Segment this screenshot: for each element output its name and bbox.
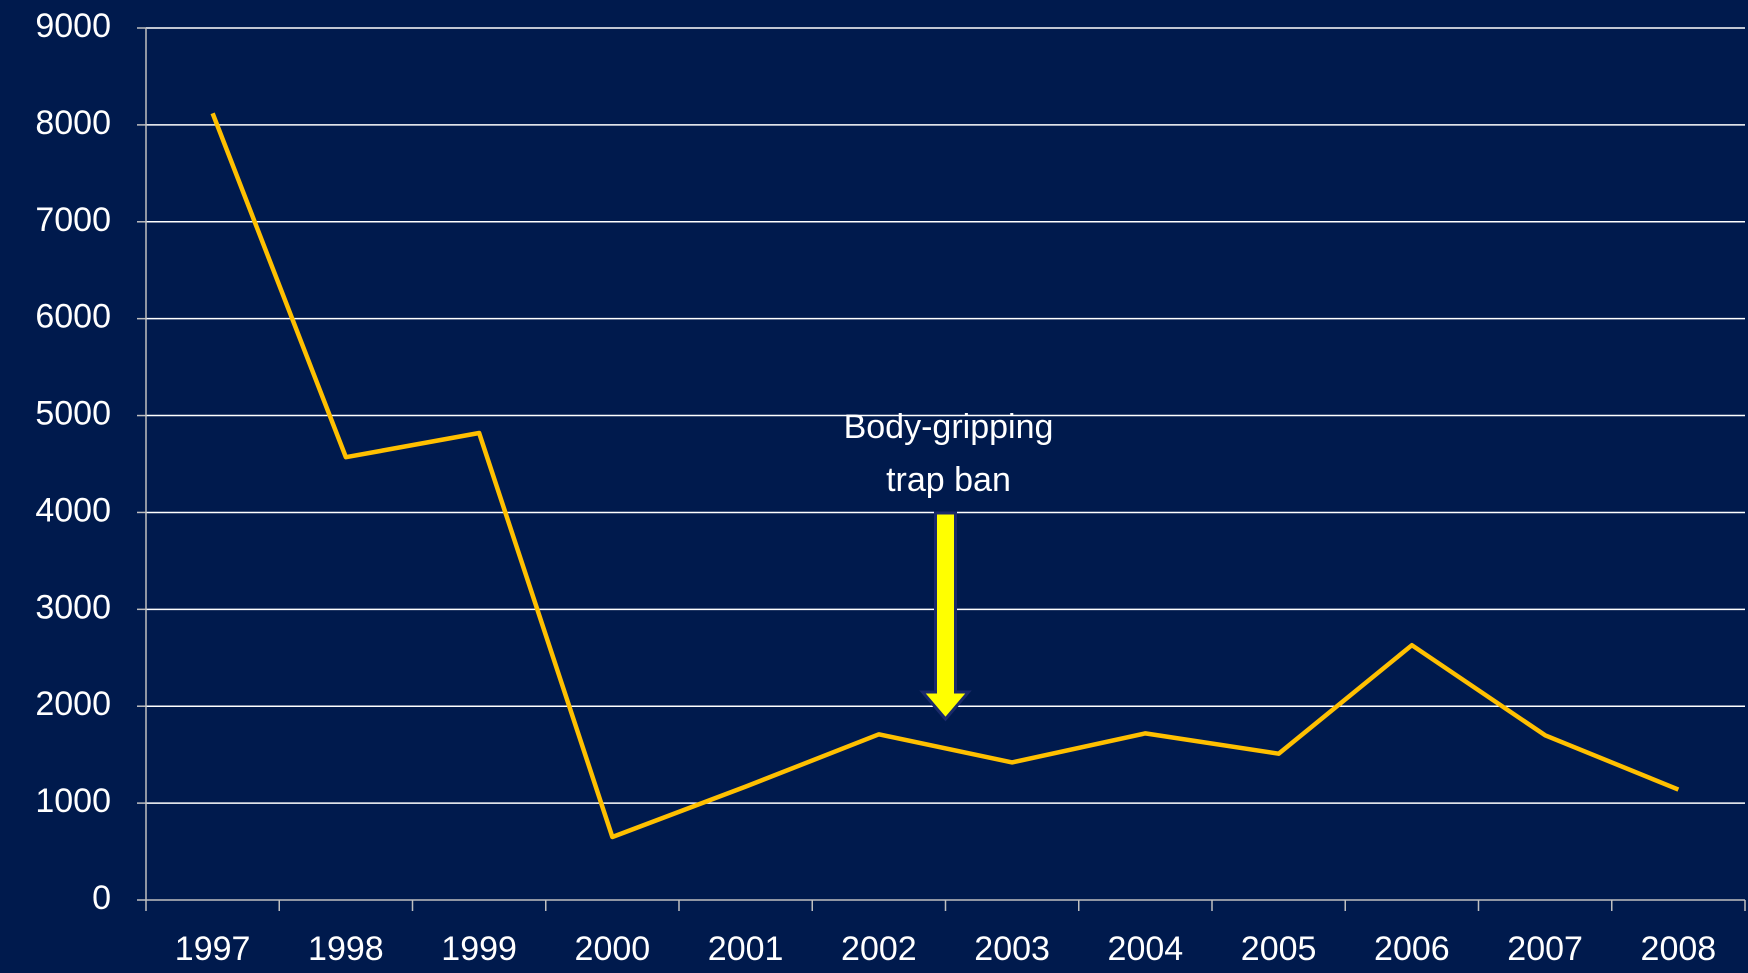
x-tick-label: 2008 bbox=[1641, 930, 1717, 968]
annotation-arrow bbox=[919, 511, 972, 722]
x-tick-label: 1998 bbox=[308, 930, 384, 968]
annotation-text: trap ban bbox=[886, 461, 1011, 499]
x-tick-label: 2003 bbox=[974, 930, 1050, 968]
x-tick-label: 1997 bbox=[175, 930, 251, 968]
x-tick-label: 2006 bbox=[1374, 930, 1450, 968]
y-tick-label: 4000 bbox=[35, 491, 111, 529]
data-line bbox=[210, 112, 1680, 840]
y-tick-label: 8000 bbox=[35, 104, 111, 142]
x-tick-label: 2004 bbox=[1108, 930, 1184, 968]
y-tick-label: 5000 bbox=[35, 395, 111, 433]
y-tick-label: 3000 bbox=[35, 588, 111, 626]
y-tick-label: 1000 bbox=[35, 782, 111, 820]
y-tick-label: 0 bbox=[92, 879, 111, 917]
y-tick-label: 7000 bbox=[35, 201, 111, 239]
x-tick-label: 2007 bbox=[1507, 930, 1583, 968]
annotation-text: Body-gripping bbox=[844, 408, 1054, 446]
y-tick-label: 2000 bbox=[35, 685, 111, 723]
x-tick-label: 2000 bbox=[575, 930, 651, 968]
x-tick-label: 2002 bbox=[841, 930, 917, 968]
y-tick-label: 6000 bbox=[35, 298, 111, 336]
x-tick-label: 1999 bbox=[441, 930, 517, 968]
x-tick-label: 2005 bbox=[1241, 930, 1317, 968]
x-tick-label: 2001 bbox=[708, 930, 784, 968]
y-tick-label: 9000 bbox=[35, 7, 111, 45]
